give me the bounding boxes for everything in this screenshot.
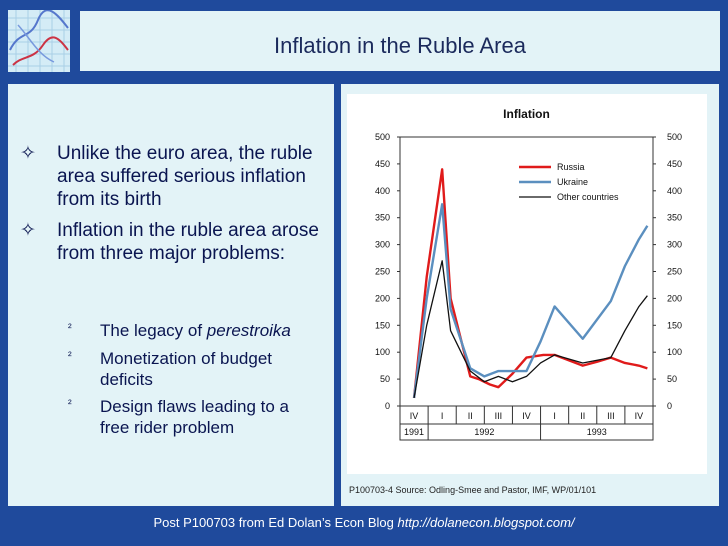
y-tick-label: 350 bbox=[375, 213, 390, 223]
bullet-text: Inflation in the ruble area arose from t… bbox=[57, 220, 319, 264]
x-axis-box bbox=[399, 405, 654, 441]
y-right-tick-label: 200 bbox=[667, 293, 682, 303]
y-tick-label: 450 bbox=[375, 159, 390, 169]
y-tick-label: 150 bbox=[375, 320, 390, 330]
footer-text: Post P100703 from Ed Dolan’s Econ Blog bbox=[153, 515, 398, 530]
x-tick-label: I bbox=[553, 411, 556, 421]
year-label: 1992 bbox=[474, 427, 494, 437]
y-tick-label: 0 bbox=[385, 401, 390, 411]
y-right-tick-label: 50 bbox=[667, 374, 677, 384]
y-tick-label: 400 bbox=[375, 186, 390, 196]
legend-label: Other countries bbox=[557, 192, 619, 202]
logo-image bbox=[8, 10, 70, 72]
series-line bbox=[413, 260, 648, 399]
y-right-tick-label: 150 bbox=[667, 320, 682, 330]
source-note: P100703-4 Source: Odling-Smee and Pastor… bbox=[349, 485, 597, 495]
page-title: Inflation in the Ruble Area bbox=[274, 33, 526, 58]
bullet-panel: ✧ Unlike the euro area, the ruble area s… bbox=[8, 84, 334, 506]
y-right-tick-label: 300 bbox=[667, 240, 682, 250]
sub-bullet-icon: ² bbox=[68, 350, 72, 362]
footer-link[interactable]: http://dolanecon.blogspot.com/ bbox=[397, 515, 575, 530]
legend-label: Ukraine bbox=[557, 177, 588, 187]
legend-label: Russia bbox=[557, 162, 585, 172]
chart-container: Inflation 0 50 100 150 200 250 300 350 400 450 500 0… bbox=[347, 94, 707, 474]
y-tick-label: 250 bbox=[375, 267, 390, 277]
y-tick-label: 50 bbox=[380, 374, 390, 384]
y-right-tick-label: 100 bbox=[667, 347, 682, 357]
diamond-bullet-icon: ✧ bbox=[20, 143, 36, 164]
bullet-text: Unlike the euro area, the ruble area suf… bbox=[57, 143, 313, 210]
year-label: 1993 bbox=[587, 427, 607, 437]
y-right-tick-label: 350 bbox=[667, 213, 682, 223]
title-bar: Inflation in the Ruble Area bbox=[80, 11, 720, 71]
map-graphic bbox=[8, 10, 70, 72]
y-tick-label: 300 bbox=[375, 240, 390, 250]
x-tick-label: I bbox=[441, 411, 444, 421]
x-tick-label: II bbox=[580, 411, 585, 421]
diamond-bullet-icon: ✧ bbox=[20, 220, 36, 241]
x-tick-label: IV bbox=[410, 411, 419, 421]
chart-title: Inflation bbox=[503, 107, 550, 121]
chart-panel: Inflation 0 50 100 150 200 250 300 350 400 450 500 0… bbox=[341, 84, 719, 506]
sub-bullet-icon: ² bbox=[68, 398, 72, 410]
y-right-tick-label: 400 bbox=[667, 186, 682, 196]
x-tick-label: IV bbox=[635, 411, 644, 421]
y-right-tick-label: 0 bbox=[667, 401, 672, 411]
y-right-tick-label: 500 bbox=[667, 132, 682, 142]
series-line bbox=[412, 203, 649, 399]
x-tick-label: IV bbox=[522, 411, 531, 421]
sub-bullet-text: The legacy of perestroika bbox=[100, 321, 291, 340]
inflation-chart: Inflation 0 50 100 150 200 250 300 350 400 450 500 0… bbox=[375, 107, 682, 441]
y-tick-label: 200 bbox=[375, 293, 390, 303]
footer: Post P100703 from Ed Dolan’s Econ Blog h… bbox=[0, 515, 728, 530]
x-tick-label: II bbox=[468, 411, 473, 421]
x-tick-label: III bbox=[607, 411, 615, 421]
sub-bullet-text: Monetization of budget deficits bbox=[100, 349, 273, 389]
y-right-tick-label: 450 bbox=[667, 159, 682, 169]
y-tick-label: 100 bbox=[375, 347, 390, 357]
year-label: 1991 bbox=[404, 427, 424, 437]
plot-frame bbox=[399, 136, 654, 407]
x-tick-label: III bbox=[495, 411, 503, 421]
sub-bullet-icon: ² bbox=[68, 322, 72, 334]
sub-bullet-text: Design flaws leading to a free rider pro… bbox=[100, 397, 290, 437]
y-tick-label: 500 bbox=[375, 132, 390, 142]
y-right-tick-label: 250 bbox=[667, 267, 682, 277]
